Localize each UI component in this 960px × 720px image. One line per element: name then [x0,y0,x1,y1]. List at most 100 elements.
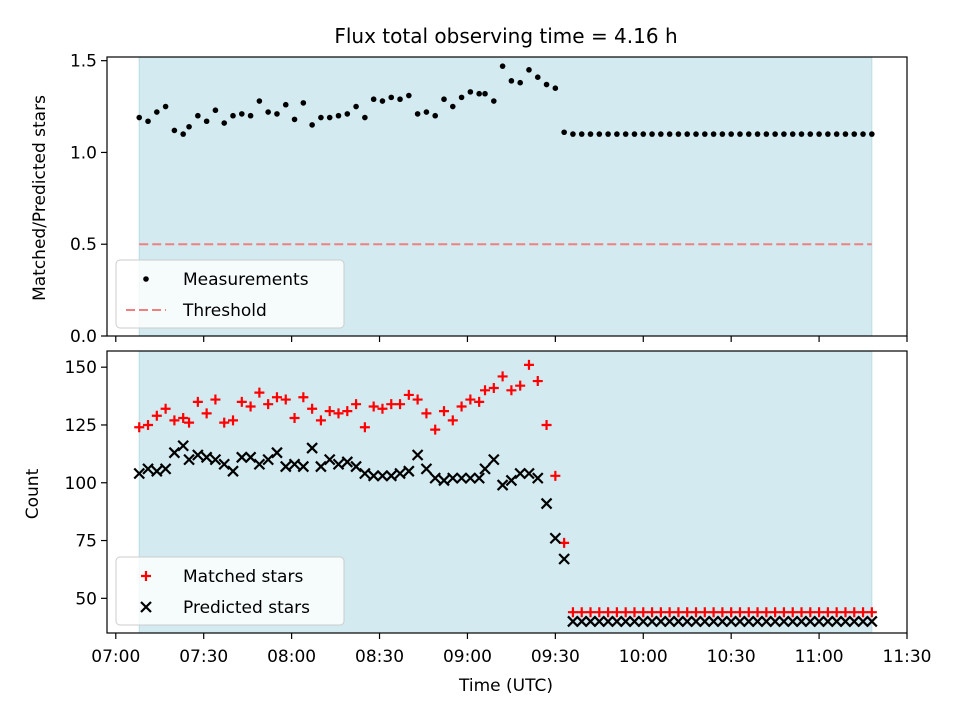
x-tick-label: 07:30 [179,647,228,667]
data-point [534,74,541,80]
data-point [306,442,318,454]
data-point [370,96,377,103]
y-tick-label: 1.0 [70,143,97,163]
data-point [480,385,491,396]
y-tick-label: 0.0 [70,327,97,347]
data-point [830,615,843,628]
data-point [716,615,729,628]
data-point [279,460,292,473]
data-point [465,394,476,405]
data-point [745,131,752,137]
data-point [351,399,362,410]
data-point [770,607,781,618]
x-tick-label: 10:00 [619,647,668,667]
x-tick-label: 11:30 [883,647,932,667]
data-point [315,460,327,473]
data-point [342,406,353,417]
data-point [438,406,449,417]
data-point [423,109,430,115]
data-point [822,615,834,628]
data-point [262,453,274,466]
legend: Measurements Threshold [115,259,345,329]
data-point [561,129,567,136]
data-point [397,96,403,103]
top-ylabel: Matched/Predicted stars [30,95,50,301]
data-point [429,472,441,484]
data-point [691,607,702,618]
series-measurements [136,63,875,137]
data-point [449,103,456,110]
data-point [307,403,318,414]
data-point [385,470,398,482]
legend-label: Predicted stars [183,598,310,618]
data-point [151,465,163,477]
legend-label: Matched stars [183,567,303,587]
data-point [265,109,271,115]
data-point [839,615,852,628]
data-point [318,114,324,121]
data-point [496,479,509,491]
data-point [540,497,553,510]
data-point [842,131,849,137]
data-point [754,131,761,137]
data-point [813,615,825,628]
data-point [274,111,280,117]
data-point [814,607,825,618]
x-tick-label: 10:30 [707,647,756,667]
data-point [866,607,877,618]
data-point [160,403,171,414]
data-point [602,615,614,628]
data-point [508,78,515,84]
data-point [406,92,412,99]
data-point [869,131,875,137]
data-point [541,419,552,430]
data-point [458,94,465,101]
data-point [778,615,790,628]
x-tick-label: 08:00 [267,647,316,667]
data-point [816,131,822,137]
data-point [253,458,266,471]
data-point [647,607,658,618]
data-point [192,396,203,407]
data-point [388,94,395,101]
data-point [341,456,354,468]
data-point [323,453,336,466]
data-point [725,615,737,628]
data-point [430,424,441,435]
data-point [751,615,764,628]
data-point [552,85,559,92]
data-point [682,607,693,618]
series-matched-stars [134,359,877,618]
data-point [300,100,307,106]
count-panel: 50 75 100 125 150 07:00 07:30 08:00 08:30 09:00 09… [65,350,932,667]
data-point [675,131,682,137]
data-point [245,401,256,412]
data-point [282,101,289,108]
data-point [473,472,485,484]
data-point [781,131,787,137]
data-point [690,615,702,628]
data-point [603,607,614,618]
data-point [578,131,585,137]
data-point [526,67,532,73]
data-point [532,376,543,387]
legend-label: Threshold [182,301,267,321]
data-point [476,90,482,97]
data-point [368,401,379,412]
x-axis-label: Time (UTC) [458,676,553,696]
data-point [143,419,154,430]
data-point [332,458,345,471]
data-point [673,607,684,618]
data-point [763,131,770,137]
data-point [858,607,869,618]
data-point [177,439,189,452]
data-point [195,112,201,119]
data-point [666,131,673,137]
data-point [550,470,561,481]
data-point [707,615,720,628]
x-tick-label: 09:00 [443,647,492,667]
series-predicted-stars [133,439,878,628]
data-point [585,607,596,618]
data-point [575,615,588,628]
